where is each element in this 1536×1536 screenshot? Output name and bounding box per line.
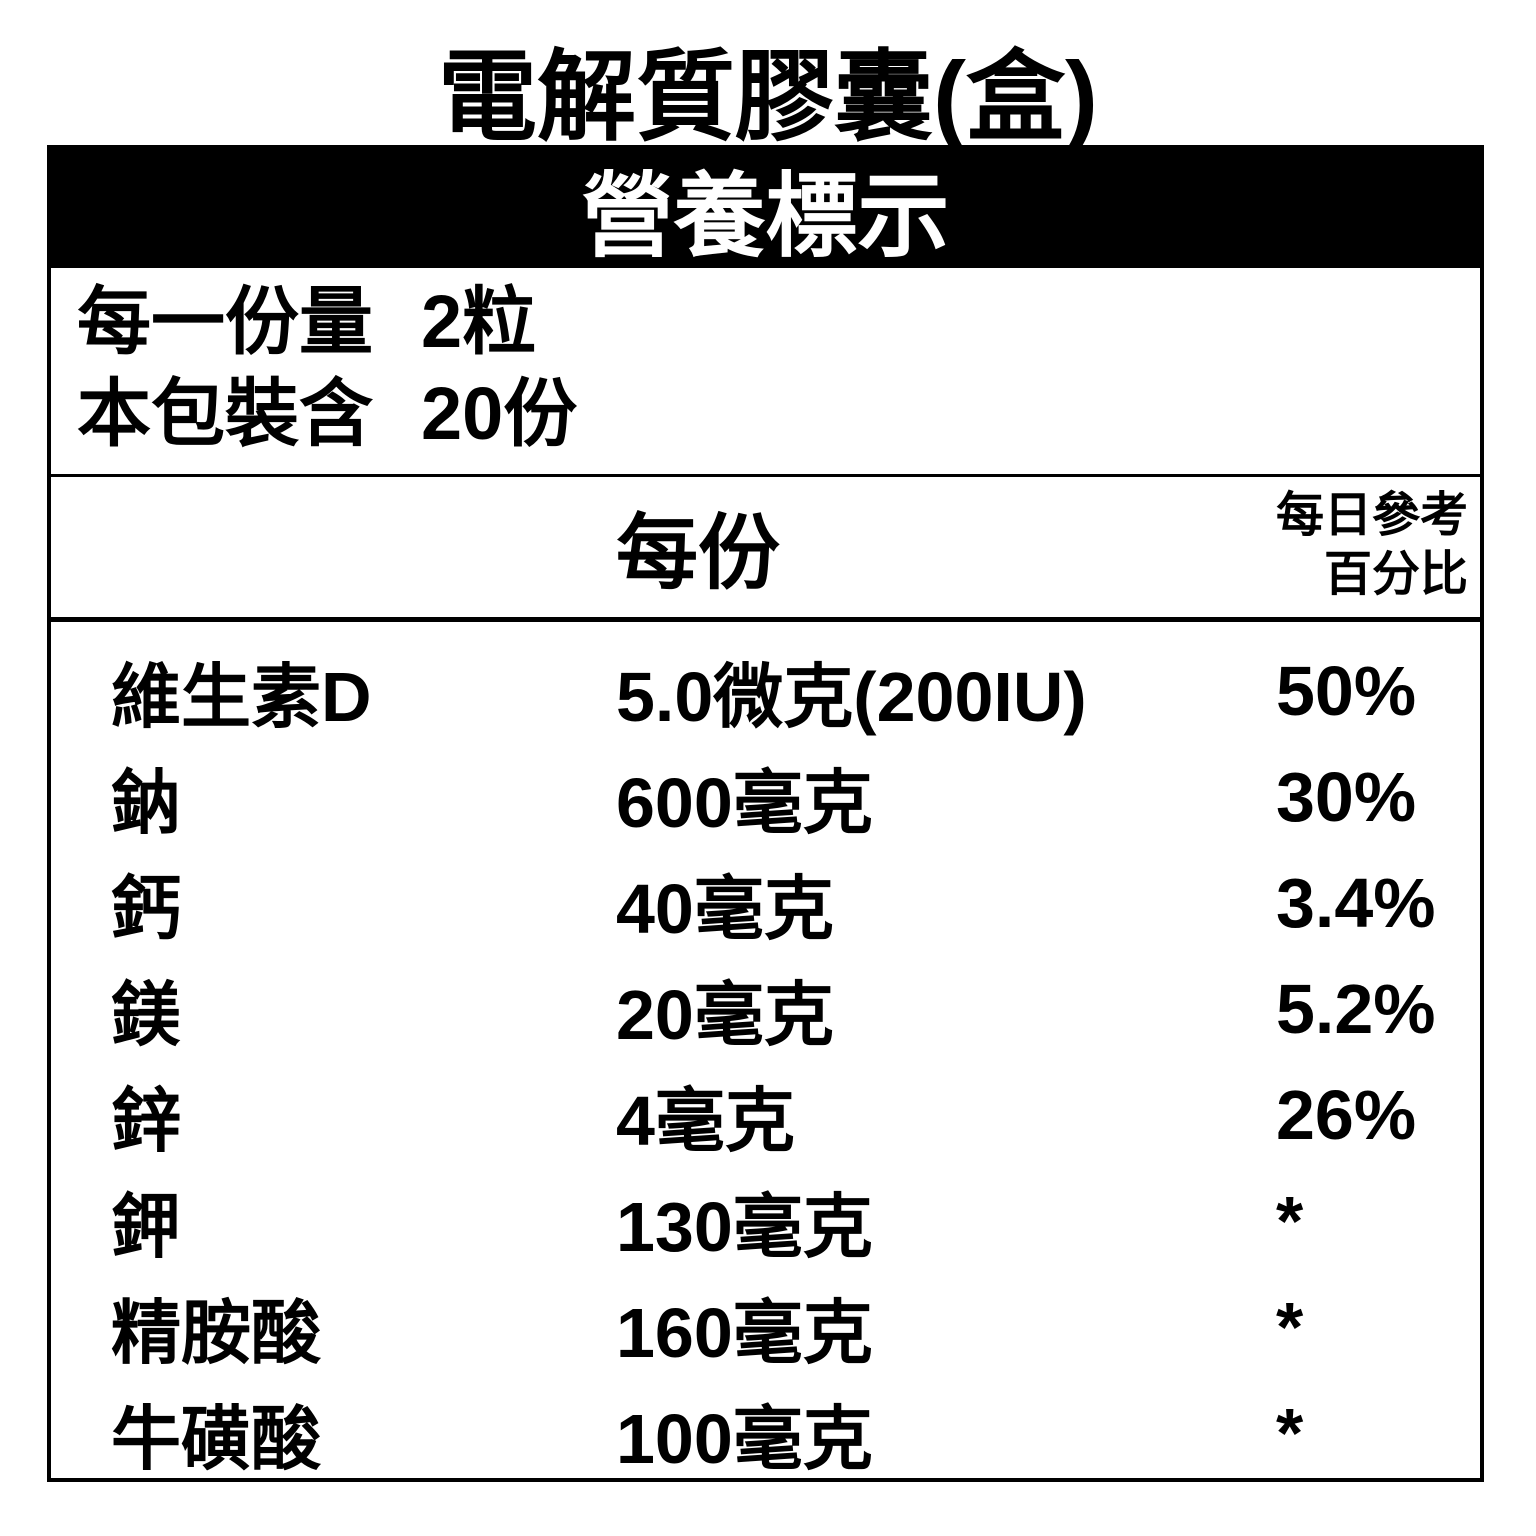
nutrient-daily-percent: * [1276, 1182, 1304, 1260]
table-row: 鈉 600毫克 30% [111, 744, 1450, 850]
nutrient-amount: 160毫克 [616, 1293, 873, 1372]
nutrient-name: 精胺酸 [111, 1293, 321, 1372]
column-header-daily-reference-line1: 每日參考 [1276, 489, 1469, 542]
nutrient-amount: 4毫克 [616, 1081, 795, 1160]
table-row: 鈣 40毫克 3.4% [111, 850, 1450, 956]
nutrient-daily-percent: * [1276, 1288, 1304, 1366]
nutrient-amount: 130毫克 [616, 1187, 873, 1266]
column-header-daily-reference-line2: 百分比 [1324, 548, 1469, 601]
nutrient-amount: 600毫克 [616, 763, 873, 842]
table-row: 牛磺酸 100毫克 * [111, 1380, 1450, 1486]
serving-size-label: 每一份量 [77, 280, 373, 363]
servings-per-package-row: 本包裝含 20份 [77, 368, 1450, 460]
table-row: 鎂 20毫克 5.2% [111, 956, 1450, 1062]
nutrient-amount: 20毫克 [616, 975, 834, 1054]
product-title: 電解質膠囊(盒) [438, 41, 1098, 152]
table-row: 維生素D 5.0微克(200IU) 50% [111, 638, 1450, 744]
nutrient-daily-percent: * [1276, 1394, 1304, 1472]
nutrient-name: 鈉 [111, 763, 181, 842]
serving-size-value: 2粒 [421, 280, 537, 363]
nutrient-daily-percent: 26% [1276, 1076, 1417, 1154]
nutrient-daily-percent: 5.2% [1276, 970, 1436, 1048]
table-row: 鉀 130毫克 * [111, 1168, 1450, 1274]
table-row: 鋅 4毫克 26% [111, 1062, 1450, 1168]
nutrient-name: 鉀 [111, 1187, 181, 1266]
nutrient-name: 鎂 [111, 975, 181, 1054]
nutrient-daily-percent: 3.4% [1276, 864, 1436, 942]
serving-info-section: 每一份量 2粒 本包裝含 20份 [51, 268, 1480, 477]
nutrient-name: 維生素D [111, 657, 372, 736]
nutrient-name: 鋅 [111, 1081, 181, 1160]
nutrient-name: 鈣 [111, 869, 181, 948]
nutrient-name: 牛磺酸 [111, 1399, 321, 1478]
nutrient-amount: 5.0微克(200IU) [616, 657, 1087, 736]
nutrition-panel: 營養標示 每一份量 2粒 本包裝含 20份 每份 每日參考 百分比 維生素D 5.… [47, 145, 1484, 1482]
column-header-row: 每份 每日參考 百分比 [51, 477, 1480, 622]
servings-per-package-label: 本包裝含 [77, 372, 373, 455]
nutrient-daily-percent: 50% [1276, 652, 1417, 730]
table-row: 精胺酸 160毫克 * [111, 1274, 1450, 1380]
serving-size-row: 每一份量 2粒 [77, 276, 1450, 368]
panel-header-bar: 營養標示 [51, 149, 1480, 268]
column-header-daily-reference: 每日參考 百分比 [1276, 486, 1513, 604]
nutrient-amount: 100毫克 [616, 1399, 873, 1478]
nutrient-amount: 40毫克 [616, 869, 834, 948]
panel-header-text: 營養標示 [581, 166, 950, 268]
column-header-per-serving: 每份 [616, 507, 781, 599]
nutrient-daily-percent: 30% [1276, 758, 1417, 836]
servings-per-package-value: 20份 [421, 372, 578, 455]
nutrient-table: 維生素D 5.0微克(200IU) 50% 鈉 600毫克 30% 鈣 40毫克 3.4% 鎂 20… [51, 622, 1480, 1486]
